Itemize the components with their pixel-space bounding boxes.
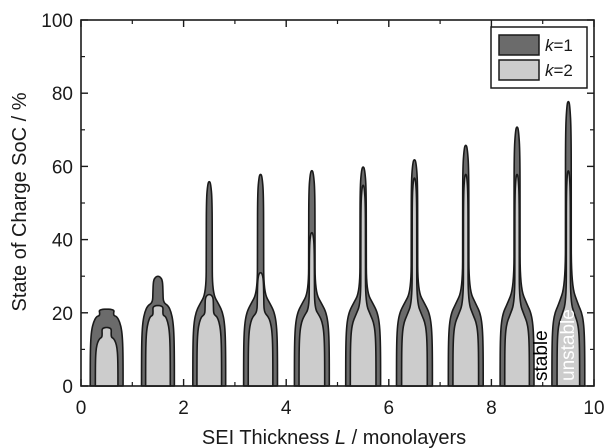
y-tick-label-100: 100 [41,11,73,32]
legend-label-k2: k=2 [545,61,573,80]
x-tick-label-10: 10 [583,398,604,419]
bump-k=2-9 [503,173,531,387]
y-tick-label-20: 20 [52,304,73,325]
legend: k=1 k=2 [490,26,588,89]
y-tick-label-60: 60 [52,157,73,178]
bump-k=2-4 [247,271,274,387]
bump-k=2-6 [349,184,377,387]
bump-k=2-7 [400,177,429,387]
y-tick-label-0: 0 [62,377,73,398]
axes [80,19,595,387]
bump-k=2-1 [94,326,119,387]
plot-area [89,100,586,387]
x-tick-label-8: 8 [486,398,497,419]
y-axis-title: State of Charge SoC / % [9,92,31,311]
x-tick-label-6: 6 [384,398,395,419]
annotation-stable: stable [531,330,552,381]
annotation-unstable: unstable [558,309,579,381]
bump-k=2-10 [556,169,581,387]
bump-k=2-3 [196,293,223,387]
x-axis-title: SEI Thickness L / monolayers [202,427,466,448]
series-k=2 [94,169,581,387]
y-tick-label-80: 80 [52,84,73,105]
legend-label-k1: k=1 [545,36,573,55]
x-tick-label-4: 4 [281,398,292,419]
legend-swatch-k1 [498,34,540,56]
x-tick-label-2: 2 [178,398,189,419]
bump-k=2-8 [452,173,480,387]
legend-swatch-k2 [498,59,540,81]
bump-k=2-2 [144,304,172,387]
y-tick-label-40: 40 [52,231,73,252]
x-tick-label-0: 0 [76,398,87,419]
bump-k=2-5 [298,231,326,387]
